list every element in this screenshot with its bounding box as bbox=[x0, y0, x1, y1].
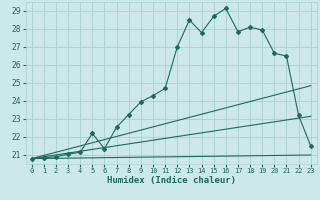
X-axis label: Humidex (Indice chaleur): Humidex (Indice chaleur) bbox=[107, 176, 236, 185]
